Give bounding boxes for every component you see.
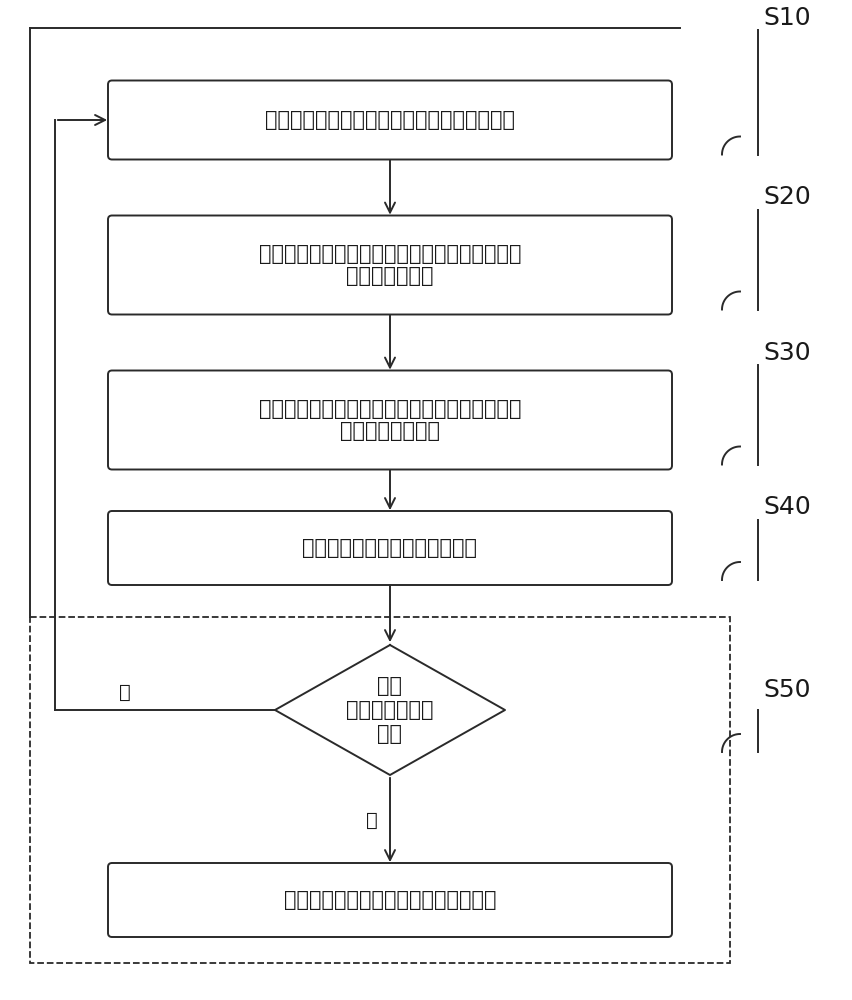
Text: 对多源录波文件的录波波形进行异步多源数据的: 对多源录波文件的录波波形进行异步多源数据的 — [258, 244, 521, 264]
Text: 是: 是 — [366, 810, 377, 830]
FancyBboxPatch shape — [108, 216, 671, 314]
Bar — [30, 617, 729, 963]
Text: S40: S40 — [762, 495, 809, 520]
FancyBboxPatch shape — [108, 863, 671, 937]
Text: 关联及时间同步: 关联及时间同步 — [346, 266, 433, 286]
Text: S50: S50 — [762, 678, 809, 702]
FancyBboxPatch shape — [108, 81, 671, 159]
FancyBboxPatch shape — [108, 511, 671, 585]
Text: 出现新的异常类: 出现新的异常类 — [346, 700, 433, 720]
Text: 根据预设的规则库判别录波波形数据，以确定测: 根据预设的规则库判别录波波形数据，以确定测 — [258, 399, 521, 419]
Text: S20: S20 — [762, 186, 809, 210]
Text: 否: 否 — [119, 682, 130, 702]
Text: 量回路的异常类型: 量回路的异常类型 — [340, 421, 440, 441]
Text: 补充新的判定规则至规则库中进行完善: 补充新的判定规则至规则库中进行完善 — [284, 890, 496, 910]
Text: S10: S10 — [762, 6, 809, 30]
FancyBboxPatch shape — [108, 370, 671, 470]
Text: S30: S30 — [762, 340, 809, 364]
Text: 调取区外故障发生时测量回路的多源录波文件: 调取区外故障发生时测量回路的多源录波文件 — [265, 110, 515, 130]
Text: 型？: 型？ — [377, 724, 402, 744]
Polygon shape — [274, 645, 504, 775]
Text: 根据所确定的异常类型进行报警: 根据所确定的异常类型进行报警 — [302, 538, 477, 558]
Text: 是否: 是否 — [377, 676, 402, 696]
